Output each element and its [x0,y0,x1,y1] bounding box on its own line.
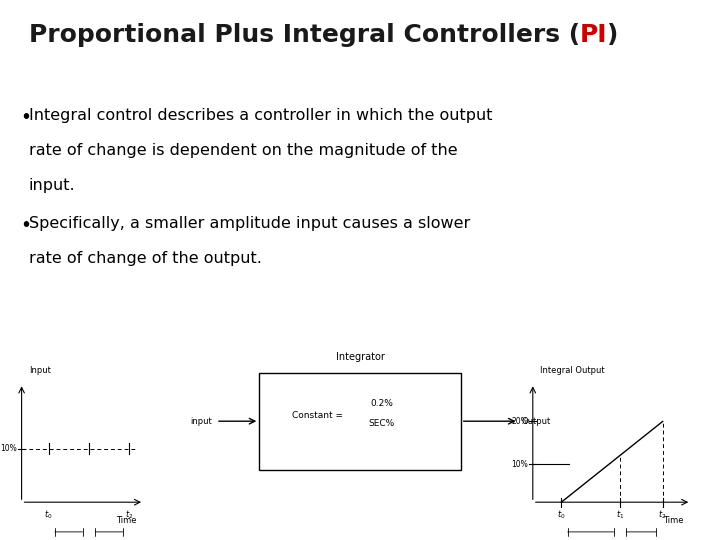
Text: $t_0$: $t_0$ [44,509,53,521]
Text: input: input [191,417,212,426]
FancyBboxPatch shape [259,373,461,470]
Text: ): ) [608,23,618,47]
Text: Integral control describes a controller in which the output: Integral control describes a controller … [29,108,492,123]
Text: Specifically, a smaller amplitude input causes a slower: Specifically, a smaller amplitude input … [29,216,470,231]
Text: Time: Time [664,516,684,525]
Text: Constant =: Constant = [292,411,346,420]
Text: 10%: 10% [0,444,17,453]
Text: $t_1$: $t_1$ [616,509,624,521]
Text: PI: PI [580,23,608,47]
Text: •: • [20,108,31,127]
Text: Integral Output: Integral Output [540,366,605,375]
Text: SEC%: SEC% [369,418,395,428]
Text: Time: Time [117,516,137,525]
Text: $t_2$: $t_2$ [659,509,667,521]
Text: 10%: 10% [511,460,528,469]
Text: •: • [20,216,31,235]
Text: rate of change is dependent on the magnitude of the: rate of change is dependent on the magni… [29,143,457,158]
Text: Input: Input [29,366,50,375]
Text: 0.2%: 0.2% [370,399,393,408]
Text: $t_2$: $t_2$ [125,509,133,521]
Text: Proportional Plus Integral Controllers (: Proportional Plus Integral Controllers ( [29,23,580,47]
Text: 20%: 20% [511,417,528,426]
Text: Integrator: Integrator [336,352,384,362]
Text: rate of change of the output.: rate of change of the output. [29,251,261,266]
Text: Output: Output [522,417,552,426]
Text: $t_0$: $t_0$ [557,509,566,521]
Text: input.: input. [29,178,76,193]
